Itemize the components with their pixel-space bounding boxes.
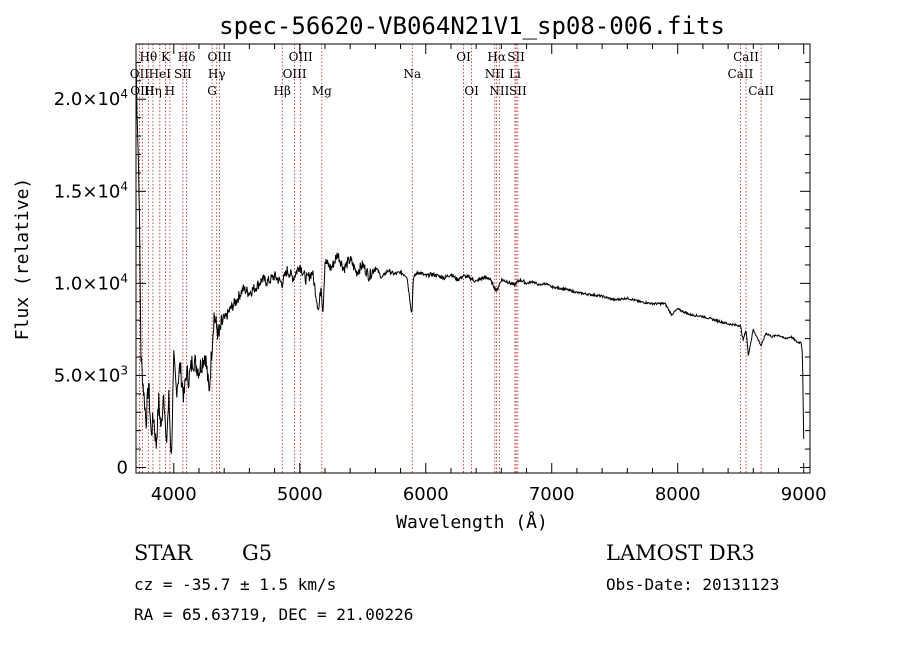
y-tick-label: 1.0×104: [54, 271, 128, 294]
line-marker-label: Li: [509, 67, 521, 81]
x-tick-label: 7000: [529, 484, 575, 505]
line-marker-label: NII: [489, 84, 509, 98]
line-marker-label: SII: [509, 84, 527, 98]
object-class: STAR: [134, 541, 193, 565]
redshift-info: cz = -35.7 ± 1.5 km/s: [134, 575, 336, 594]
x-tick-label: 9000: [781, 484, 827, 505]
line-marker-label: Hθ: [139, 50, 157, 64]
line-marker-label: SII: [507, 50, 525, 64]
line-marker-label: CaII: [728, 67, 754, 81]
line-marker-label: OIII: [283, 67, 307, 81]
coordinates: RA = 65.63719, DEC = 21.00226: [134, 605, 413, 624]
line-marker-label: K: [161, 50, 171, 64]
y-axis-label: Flux (relative): [12, 178, 33, 341]
line-marker-label: Mg: [312, 84, 332, 98]
line-marker-label: OIII: [289, 50, 313, 64]
line-marker-label: Hη: [144, 84, 162, 98]
line-marker-label: SII: [174, 67, 192, 81]
line-marker-label: Hδ: [178, 50, 196, 64]
y-tick-label: 0: [117, 457, 128, 478]
survey-name: LAMOST DR3: [606, 541, 755, 565]
y-axis-ticks: 0 5.0×103 1.0×104 1.5×104 2.0×104: [54, 61, 810, 478]
line-marker-label: OI: [456, 50, 471, 64]
x-axis-label: Wavelength (Å): [396, 511, 548, 533]
spectrum-series-line: [135, 62, 805, 455]
line-marker-label: Hγ: [208, 67, 226, 81]
line-marker-label: OIII: [207, 50, 231, 64]
x-tick-label: 8000: [655, 484, 701, 505]
plot-frame: [135, 43, 811, 474]
chart-title: spec-56620-VB064N21V1_sp08-006.fits: [219, 12, 725, 40]
line-marker-label: OI: [464, 84, 479, 98]
line-marker-label: OII: [130, 67, 150, 81]
x-tick-label: 5000: [277, 484, 323, 505]
obs-date: Obs-Date: 20131123: [606, 575, 779, 594]
y-tick-label: 2.0×104: [54, 87, 128, 110]
object-subclass: G5: [242, 541, 272, 565]
line-marker-label: HeI: [149, 67, 172, 81]
line-marker-label: Hα: [487, 50, 506, 64]
y-tick-label: 1.5×104: [54, 179, 128, 202]
x-tick-label: 6000: [403, 484, 449, 505]
line-marker-label: CaII: [733, 50, 759, 64]
line-marker-label: NII: [485, 67, 505, 81]
y-tick-label: 5.0×103: [54, 363, 128, 386]
spectral-line-markers: OIIOIIIHθHηHeIKHSIIHδGHγOIIIHβOIIIOIIIMg…: [130, 44, 774, 473]
line-marker-label: H: [165, 84, 175, 98]
line-marker-label: CaII: [748, 84, 774, 98]
line-marker-label: Hβ: [274, 84, 291, 98]
line-marker-label: Na: [403, 67, 421, 81]
x-tick-label: 4000: [151, 484, 197, 505]
line-marker-label: G: [207, 84, 217, 98]
x-axis-ticks: 4000 5000 6000 7000 8000 9000: [151, 44, 827, 505]
